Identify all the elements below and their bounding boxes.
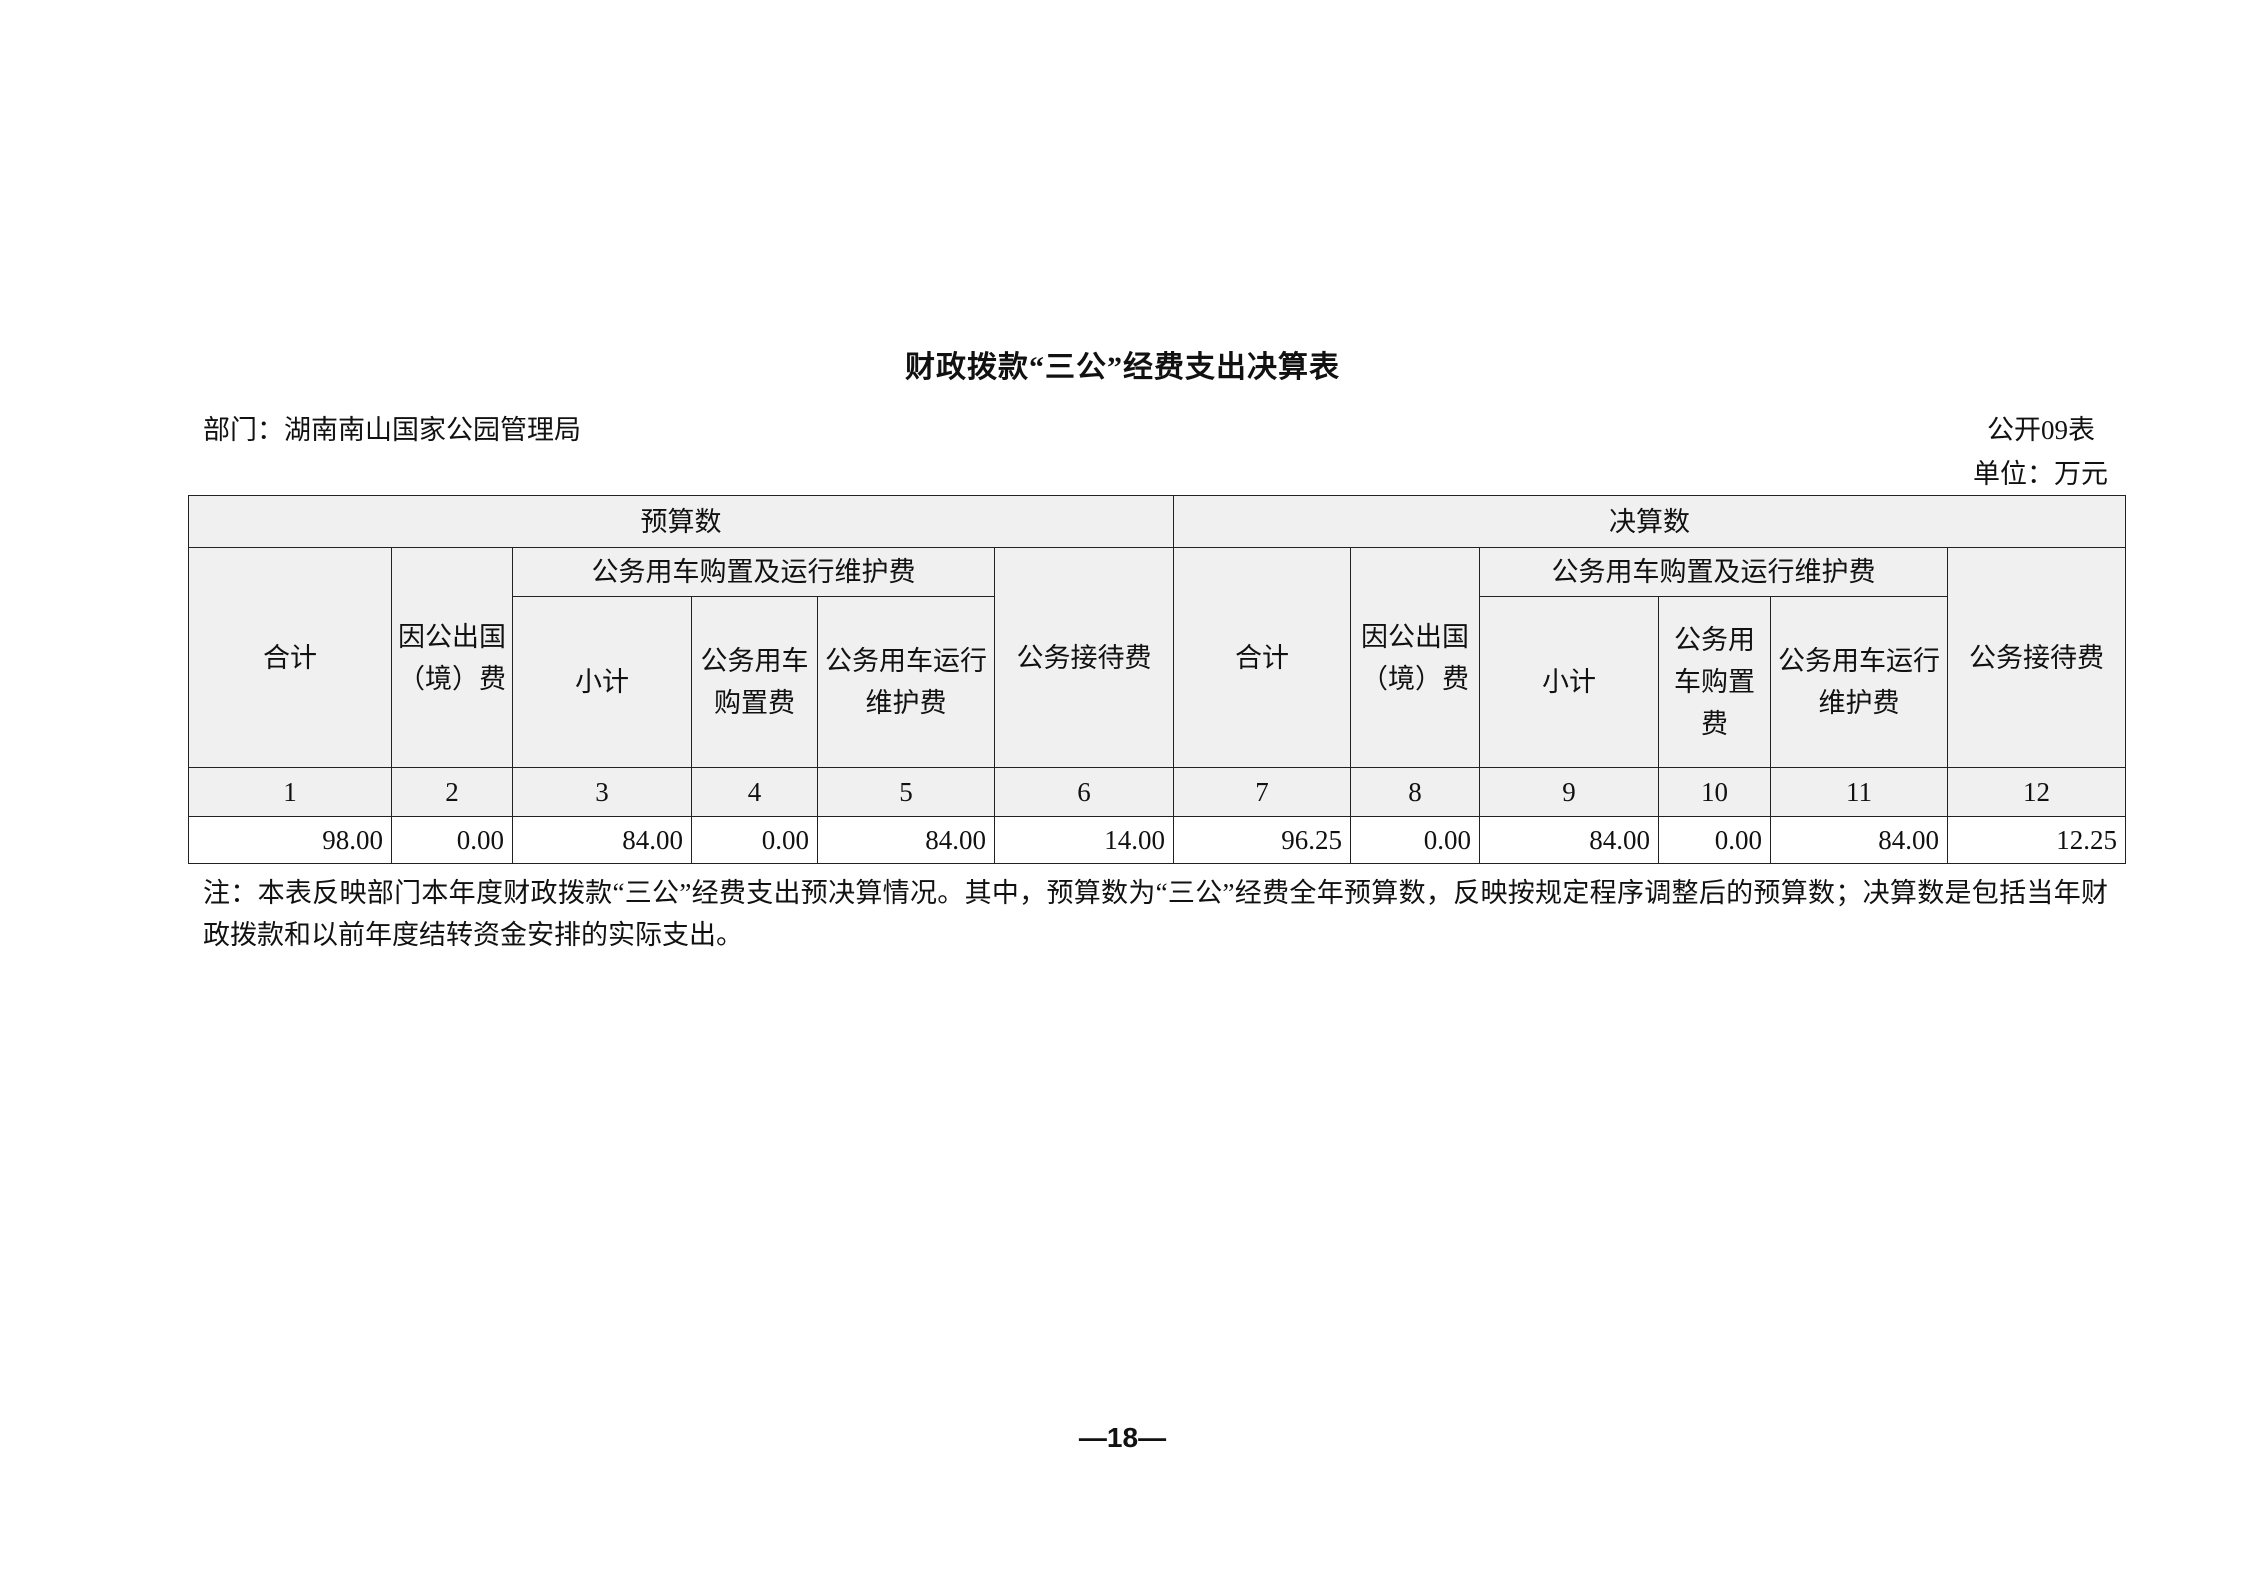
header-reception: 公务接待费 — [994, 547, 1174, 768]
header-vehicle-purchase: 公务用车购置费 — [691, 596, 818, 768]
header-vehicle-group: 公务用车购置及运行维护费 — [1479, 547, 1948, 597]
header-total: 合计 — [1173, 547, 1351, 768]
column-number: 8 — [1350, 767, 1480, 817]
header-vehicle-group: 公务用车购置及运行维护费 — [512, 547, 995, 597]
table-row: 98.00 0.00 84.00 0.00 84.00 14.00 96.25 … — [188, 816, 2126, 864]
document-title: 财政拨款“三公”经费支出决算表 — [905, 351, 1340, 384]
column-number-row: 1 2 3 4 5 6 7 8 9 10 11 12 — [188, 767, 2126, 817]
expenditure-table: 预算数 决算数 合计 因公出国（境）费 公务用车购置及运行维护费 公务接待费 合… — [188, 495, 2126, 864]
value-cell: 14.00 — [994, 816, 1174, 864]
value-cell: 84.00 — [817, 816, 995, 864]
column-number: 4 — [691, 767, 818, 817]
value-cell: 84.00 — [1479, 816, 1659, 864]
column-number: 7 — [1173, 767, 1351, 817]
column-number: 3 — [512, 767, 692, 817]
table-note: 注：本表反映部门本年度财政拨款“三公”经费支出预决算情况。其中，预算数为“三公”… — [203, 878, 2108, 950]
header-vehicle-operation: 公务用车运行维护费 — [1770, 596, 1948, 768]
header-reception: 公务接待费 — [1947, 547, 2126, 768]
value-cell: 0.00 — [391, 816, 513, 864]
department-label: 部门：湖南南山国家公园管理局 — [203, 415, 581, 445]
column-number: 11 — [1770, 767, 1948, 817]
column-number: 2 — [391, 767, 513, 817]
table-number: 公开09表 — [1987, 415, 2095, 445]
header-subtotal: 小计 — [512, 596, 692, 768]
value-cell: 98.00 — [188, 816, 392, 864]
header-vehicle-purchase: 公务用车购置费 — [1658, 596, 1771, 768]
column-number: 12 — [1947, 767, 2126, 817]
column-number: 9 — [1479, 767, 1659, 817]
column-number: 6 — [994, 767, 1174, 817]
value-cell: 0.00 — [1658, 816, 1771, 864]
group-header-final: 决算数 — [1173, 495, 2126, 548]
value-cell: 12.25 — [1947, 816, 2126, 864]
value-cell: 84.00 — [512, 816, 692, 864]
unit-label: 单位：万元 — [1973, 459, 2108, 489]
header-subtotal: 小计 — [1479, 596, 1659, 768]
value-cell: 96.25 — [1173, 816, 1351, 864]
header-abroad: 因公出国（境）费 — [1350, 547, 1480, 768]
column-number: 10 — [1658, 767, 1771, 817]
page-number: —18— — [1078, 1422, 1167, 1453]
column-number: 5 — [817, 767, 995, 817]
header-abroad: 因公出国（境）费 — [391, 547, 513, 768]
value-cell: 0.00 — [1350, 816, 1480, 864]
group-header-budget: 预算数 — [188, 495, 1174, 548]
value-cell: 84.00 — [1770, 816, 1948, 864]
header-vehicle-operation: 公务用车运行维护费 — [817, 596, 995, 768]
header-total: 合计 — [188, 547, 392, 768]
value-cell: 0.00 — [691, 816, 818, 864]
column-number: 1 — [188, 767, 392, 817]
